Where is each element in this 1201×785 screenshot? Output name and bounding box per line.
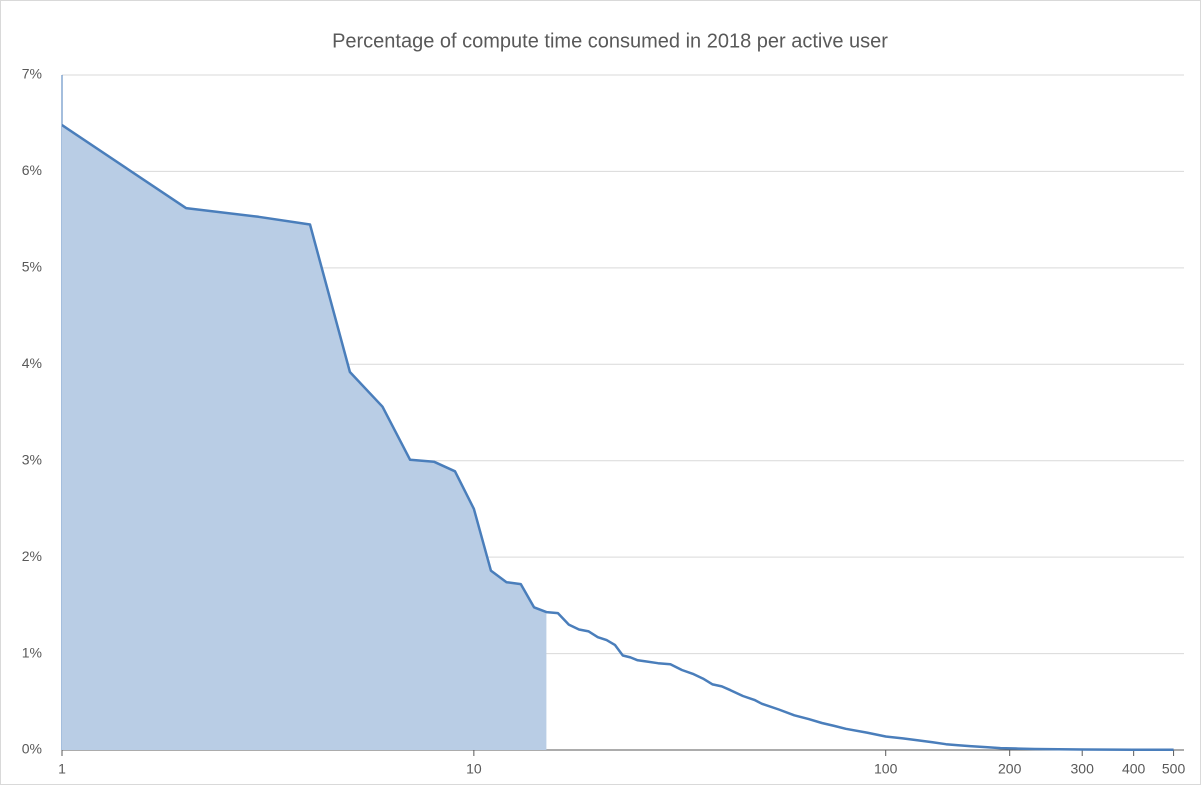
x-tick-label: 10 <box>466 761 482 777</box>
area <box>62 125 547 751</box>
chart-title: Percentage of compute time consumed in 2… <box>332 30 888 52</box>
x-tick-label: 1 <box>58 761 66 777</box>
y-tick-label: 4% <box>22 355 42 371</box>
x-tick-label: 400 <box>1122 761 1146 777</box>
y-tick-label: 7% <box>22 66 42 82</box>
y-tick-label: 0% <box>22 741 42 757</box>
x-tick-label: 200 <box>998 761 1022 777</box>
x-tick-label: 100 <box>874 761 898 777</box>
y-tick-label: 6% <box>22 162 42 178</box>
x-tick-label: 300 <box>1071 761 1095 777</box>
y-tick-label: 2% <box>22 548 42 564</box>
x-tick-label: 500 <box>1162 761 1186 777</box>
y-tick-label: 5% <box>22 259 42 275</box>
line <box>61 124 1174 752</box>
y-tick-label: 3% <box>22 451 42 467</box>
y-tick-label: 1% <box>22 644 42 660</box>
